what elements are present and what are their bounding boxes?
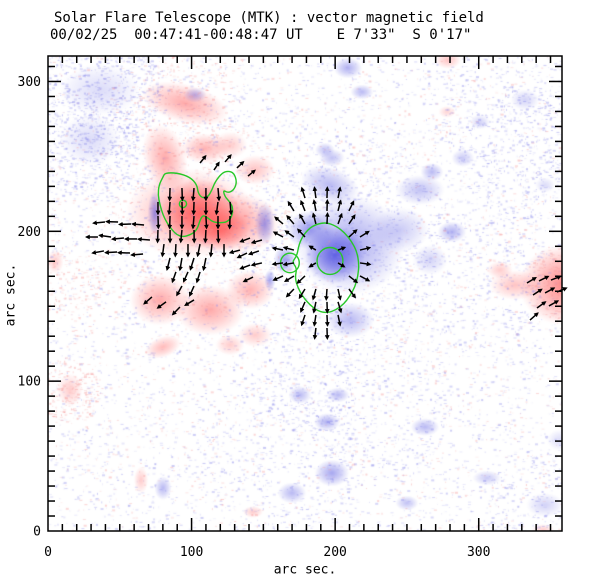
magnetogram-raster — [48, 56, 562, 531]
figure-title: Solar Flare Telescope (MTK) : vector mag… — [54, 10, 484, 26]
vector-field — [84, 154, 568, 340]
y-tick-label: 200 — [18, 225, 41, 240]
y-axis-label: arc sec. — [3, 263, 19, 327]
x-tick-label: 200 — [323, 545, 346, 560]
y-tick-label: 100 — [18, 375, 41, 390]
tick-labels: 0 100 200 300 0 100 200 300 — [18, 75, 491, 560]
x-axis-label: arc sec. — [273, 562, 337, 578]
x-tick-label: 300 — [467, 545, 490, 560]
x-tick-label: 100 — [180, 545, 203, 560]
plot-frame — [47, 55, 563, 532]
x-tick-label: 0 — [44, 545, 52, 560]
contour-lines — [157, 170, 360, 314]
y-tick-label: 300 — [18, 75, 41, 90]
y-tick-label: 0 — [33, 525, 41, 540]
figure-subtitle: 00/02/25 00:47:41-00:48:47 UT E 7'33" S … — [50, 27, 472, 43]
